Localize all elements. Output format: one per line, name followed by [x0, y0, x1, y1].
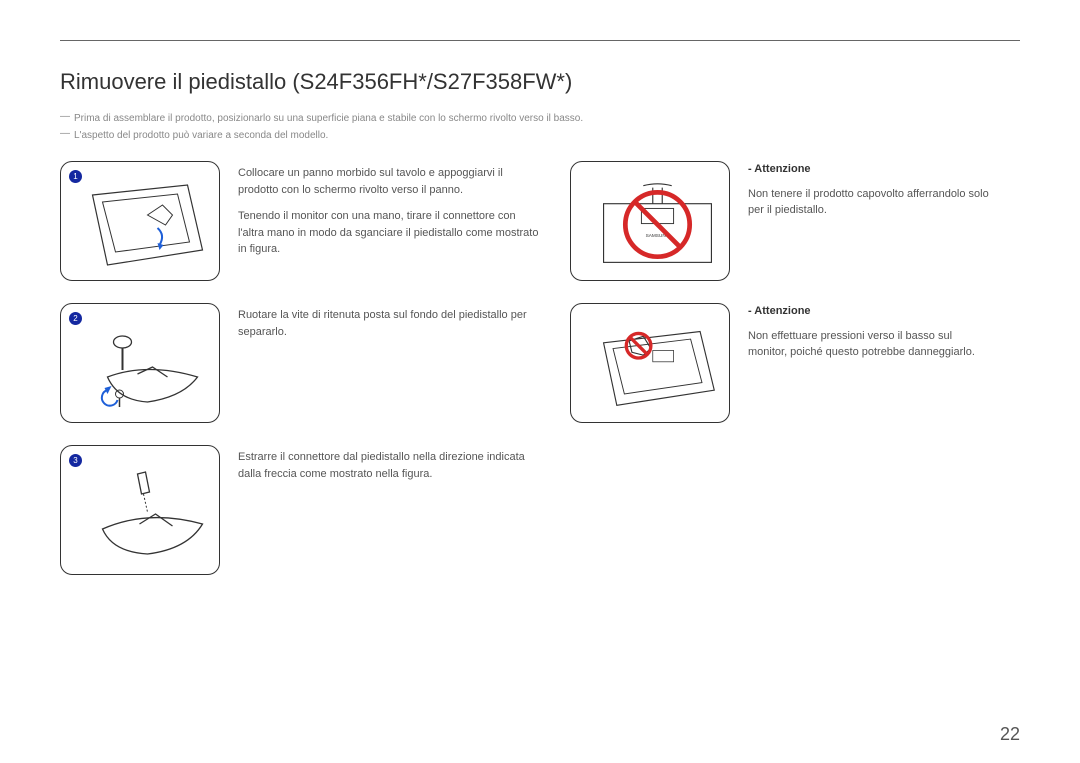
step-badge-2: 2 [69, 312, 82, 325]
step-2-text: Ruotare la vite di ritenuta posta sul fo… [238, 303, 540, 423]
note-1: Prima di assemblare il prodotto, posizio… [60, 113, 1020, 124]
warning-1-figure: SAMSUNG [570, 161, 730, 281]
step-2-illustration [86, 322, 209, 412]
step-3-p1: Estrarre il connettore dal piedistallo n… [238, 449, 540, 482]
section-title: Rimuovere il piedistallo (S24F356FH*/S27… [60, 69, 1020, 95]
step-badge-1: 1 [69, 170, 82, 183]
warning-1-label: - Attenzione [748, 161, 990, 178]
page-number: 22 [1000, 724, 1020, 745]
warning-1-text: - Attenzione Non tenere il prodotto capo… [748, 161, 990, 281]
step-1-p2: Tenendo il monitor con una mano, tirare … [238, 208, 540, 258]
step-1-figure: 1 [60, 161, 220, 281]
step-2-figure: 2 [60, 303, 220, 423]
warning-2: - Attenzione Non effettuare pressioni ve… [570, 303, 990, 423]
step-2-p1: Ruotare la vite di ritenuta posta sul fo… [238, 307, 540, 340]
step-3-figure: 3 [60, 445, 220, 575]
warning-2-label: - Attenzione [748, 303, 990, 320]
step-1-illustration [86, 180, 209, 270]
warnings-column: SAMSUNG - Attenzione Non tenere il prodo… [570, 161, 990, 597]
step-1-text: Collocare un panno morbido sul tavolo e … [238, 161, 540, 281]
step-1: 1 Collocare un panno morbido sul tavolo … [60, 161, 540, 281]
warning-1-illustration: SAMSUNG [596, 180, 719, 270]
steps-column: 1 Collocare un panno morbido sul tavolo … [60, 161, 540, 597]
warning-2-body: Non effettuare pressioni verso il basso … [748, 328, 990, 361]
step-3-illustration [86, 464, 209, 564]
note-2: L'aspetto del prodotto può variare a sec… [60, 130, 1020, 141]
warning-2-text: - Attenzione Non effettuare pressioni ve… [748, 303, 990, 423]
step-3-text: Estrarre il connettore dal piedistallo n… [238, 445, 540, 575]
warning-1-body: Non tenere il prodotto capovolto afferra… [748, 186, 990, 219]
step-2: 2 Ruotare la vite di ritenuta post [60, 303, 540, 423]
warning-1: SAMSUNG - Attenzione Non tenere il prodo… [570, 161, 990, 281]
warning-2-figure [570, 303, 730, 423]
content-grid: 1 Collocare un panno morbido sul tavolo … [60, 161, 1020, 597]
step-3: 3 Estrarre il connettore dal piedistallo… [60, 445, 540, 575]
top-divider [60, 40, 1020, 41]
step-1-p1: Collocare un panno morbido sul tavolo e … [238, 165, 540, 198]
step-badge-3: 3 [69, 454, 82, 467]
warning-2-illustration [596, 322, 719, 412]
